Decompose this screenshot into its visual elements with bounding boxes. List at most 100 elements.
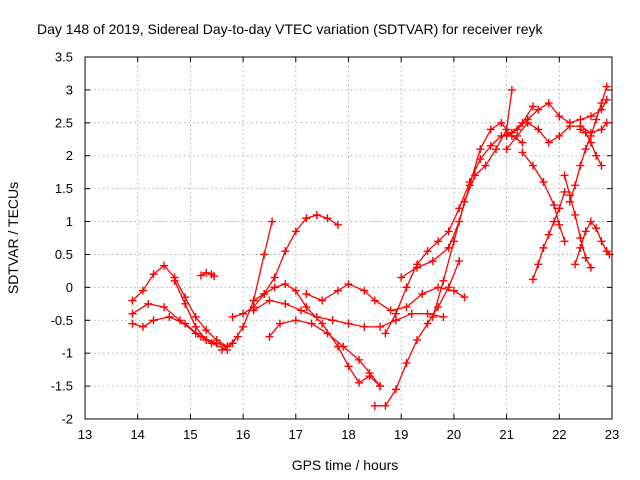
x-tick-label: 19: [394, 427, 408, 442]
data-point: [586, 112, 595, 121]
series-track-5: [170, 276, 221, 348]
data-point: [502, 145, 511, 154]
data-point: [402, 303, 411, 312]
data-point: [355, 355, 364, 364]
data-point: [202, 326, 211, 335]
data-point: [423, 319, 432, 328]
x-tick-label: 18: [341, 427, 355, 442]
data-series: [128, 82, 614, 410]
data-point: [376, 322, 385, 331]
data-point: [323, 214, 332, 223]
data-point: [339, 342, 348, 351]
data-point: [391, 385, 400, 394]
data-point: [534, 260, 543, 269]
series-trace: [521, 151, 566, 242]
data-point: [528, 102, 537, 111]
data-point: [260, 250, 269, 259]
data-point: [302, 303, 311, 312]
data-point: [402, 283, 411, 292]
data-point: [402, 359, 411, 368]
chart-title: Day 148 of 2019, Sidereal Day-to-day VTE…: [37, 21, 543, 37]
data-point: [423, 309, 432, 318]
data-point: [297, 306, 306, 315]
data-point: [507, 85, 516, 94]
data-point: [239, 309, 248, 318]
y-tick-label: 2.5: [55, 115, 73, 130]
data-point: [191, 312, 200, 321]
data-point: [376, 382, 385, 391]
x-tick-label: 13: [78, 427, 92, 442]
data-point: [291, 227, 300, 236]
data-point: [170, 276, 179, 285]
data-point: [249, 296, 258, 305]
data-point: [434, 283, 443, 292]
data-point: [581, 253, 590, 262]
data-point: [360, 286, 369, 295]
data-point: [602, 118, 611, 127]
x-tick-label: 21: [499, 427, 513, 442]
series-track-19: [528, 187, 569, 284]
y-tick-label: 3: [66, 82, 73, 97]
data-point: [210, 272, 219, 281]
data-point: [260, 289, 269, 298]
data-point: [281, 280, 290, 289]
data-point: [518, 148, 527, 157]
data-point: [355, 378, 364, 387]
series-track-9: [265, 316, 385, 391]
data-point: [539, 243, 548, 252]
data-point: [550, 201, 559, 210]
data-point: [565, 197, 574, 206]
data-point: [428, 257, 437, 266]
series-track-4: [128, 299, 232, 354]
data-point: [128, 319, 137, 328]
data-point: [581, 227, 590, 236]
data-point: [175, 316, 184, 325]
data-point: [365, 368, 374, 377]
data-point: [144, 299, 153, 308]
x-tick-label: 20: [447, 427, 461, 442]
y-tick-label: -1: [61, 346, 73, 361]
data-point: [307, 319, 316, 328]
x-tick-label: 15: [183, 427, 197, 442]
data-point: [239, 322, 248, 331]
data-point: [576, 125, 585, 134]
data-point: [586, 217, 595, 226]
series-track-2: [196, 268, 219, 281]
data-point: [268, 217, 277, 226]
data-point: [312, 312, 321, 321]
data-point: [449, 237, 458, 246]
data-point: [592, 115, 601, 124]
data-point: [544, 99, 553, 108]
data-point: [434, 237, 443, 246]
data-point: [381, 401, 390, 410]
data-point: [571, 181, 580, 190]
data-point: [586, 263, 595, 272]
data-point: [502, 131, 511, 140]
data-point: [555, 204, 564, 213]
data-point: [212, 339, 221, 348]
data-point: [328, 316, 337, 325]
data-point: [550, 217, 559, 226]
data-point: [344, 319, 353, 328]
data-point: [302, 289, 311, 298]
data-point: [407, 309, 416, 318]
data-point: [391, 309, 400, 318]
data-point: [281, 247, 290, 256]
data-point: [418, 289, 427, 298]
data-point: [497, 118, 506, 127]
series-track-18: [518, 148, 569, 246]
series-track-20: [560, 171, 595, 272]
data-point: [360, 322, 369, 331]
data-point: [581, 145, 590, 154]
data-point: [439, 276, 448, 285]
data-point: [191, 322, 200, 331]
data-point: [486, 125, 495, 134]
data-point: [486, 141, 495, 150]
data-point: [138, 286, 147, 295]
y-tick-label: -2: [61, 412, 73, 427]
data-point: [302, 214, 311, 223]
data-point: [544, 138, 553, 147]
data-point: [586, 138, 595, 147]
data-point: [149, 316, 158, 325]
x-tick-label: 17: [289, 427, 303, 442]
